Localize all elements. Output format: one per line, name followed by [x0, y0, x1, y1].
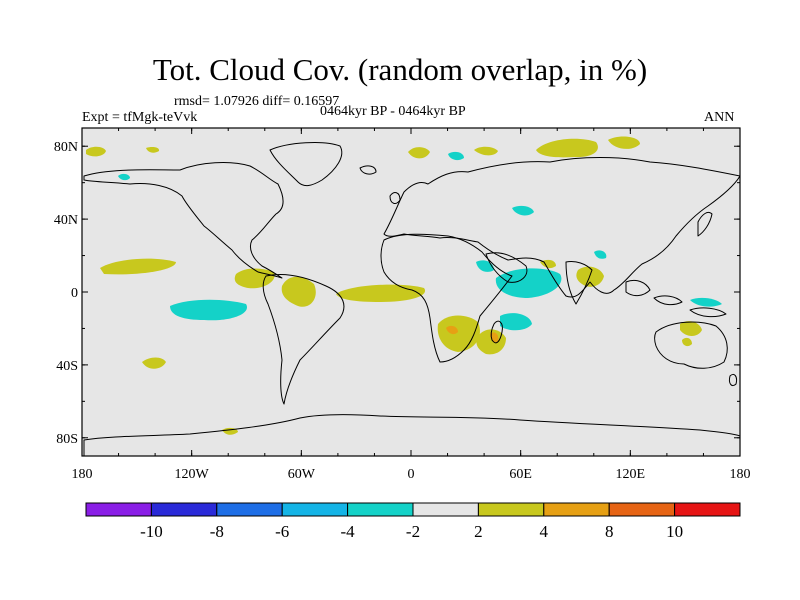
colorbar-swatch: [477, 502, 545, 517]
axis-ticks: [81, 128, 741, 456]
colorbar-swatch: [347, 502, 414, 517]
anomaly-patch-strong-pos: [446, 325, 458, 335]
anomaly-patch-pos: [682, 337, 692, 347]
anomaly-patch-pos: [142, 357, 166, 369]
anomaly-contours: [83, 136, 740, 456]
anomaly-patch-pos: [146, 147, 160, 153]
anomaly-patch-neg: [448, 151, 464, 161]
anomaly-patch-neg: [170, 299, 247, 321]
colorbar-swatch: [150, 502, 218, 517]
y-tick-label: 40S: [56, 359, 78, 374]
y-tick-label: 40N: [54, 213, 78, 228]
x-tick-label: 60W: [288, 467, 316, 482]
colorbar-label: 2: [474, 522, 483, 541]
colorbar-labels: -10 -8 -6 -4 -2 2 4 8 10: [140, 522, 683, 541]
colorbar-swatch: [216, 502, 283, 517]
colorbar: [85, 502, 741, 517]
season-label: ANN: [704, 110, 735, 125]
colorbar-label: 10: [666, 522, 683, 541]
anomaly-patch-pos: [608, 136, 640, 149]
anomaly-patch-pos: [86, 146, 106, 157]
colorbar-swatch: [85, 502, 152, 517]
x-tick-label: 120E: [616, 467, 646, 482]
stats-label: rmsd= 1.07926 diff= 0.16597: [174, 94, 340, 109]
colorbar-swatch: [608, 502, 676, 517]
x-tick-label: 180: [72, 467, 93, 482]
anomaly-patch-neg: [500, 313, 532, 331]
anomaly-patch-pos: [281, 276, 316, 307]
colorbar-label: 8: [605, 522, 614, 541]
y-tick-label: 80S: [56, 432, 78, 447]
colorbar-swatch: [543, 502, 610, 517]
x-tick-label: 180: [730, 467, 751, 482]
colorbar-label: -6: [275, 522, 289, 541]
y-tick-label: 0: [71, 286, 78, 301]
anomaly-patch-pos: [476, 329, 506, 355]
colorbar-label: 4: [540, 522, 549, 541]
anomaly-patch-neg: [690, 297, 722, 307]
anomaly-patch-pos: [336, 284, 426, 302]
period-label: 0464kyr BP - 0464kyr BP: [320, 104, 466, 119]
anomaly-patch-neg: [512, 205, 534, 216]
colorbar-swatch: [674, 502, 741, 517]
axis-tick-labels: 180 120W 60W 0 60E 120E 180 80N 40N 0 40S 80S: [54, 140, 751, 482]
colorbar-label: -10: [140, 522, 163, 541]
anomaly-patch-pos: [680, 321, 702, 336]
anomaly-patch-pos: [536, 138, 598, 158]
colorbar-label: -4: [341, 522, 356, 541]
experiment-label: Expt = tfMgk-teVvk: [82, 110, 198, 125]
coastlines: [83, 142, 740, 456]
y-tick-label: 80N: [54, 140, 78, 155]
anomaly-patch-pos: [474, 146, 498, 156]
colorbar-label: -8: [210, 522, 224, 541]
anomaly-patch-pos: [576, 266, 604, 287]
x-tick-label: 60E: [509, 467, 532, 482]
x-tick-label: 120W: [175, 467, 210, 482]
anomaly-patch-pos: [408, 147, 430, 159]
colorbar-swatch: [281, 502, 349, 517]
colorbar-swatch: [412, 502, 479, 517]
anomaly-patch-neg: [594, 250, 607, 259]
colorbar-label: -2: [406, 522, 420, 541]
anomaly-patch-pos: [100, 258, 176, 275]
anomaly-patch-neg: [118, 173, 130, 181]
x-tick-label: 0: [408, 467, 415, 482]
chart-title: Tot. Cloud Cov. (random overlap, in %): [152, 52, 648, 87]
